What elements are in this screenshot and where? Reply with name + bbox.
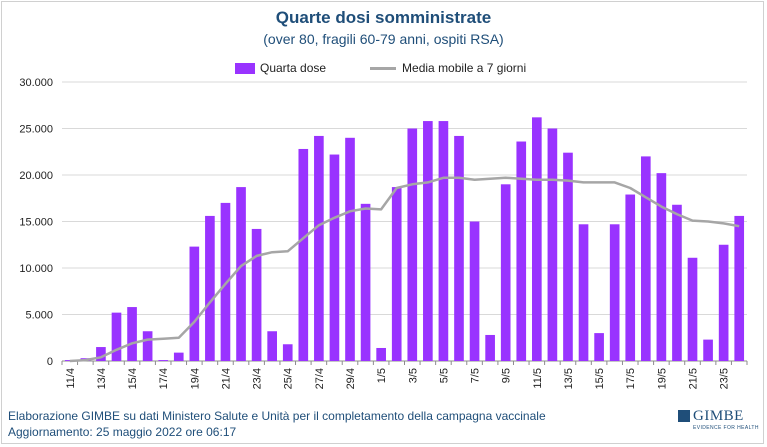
- bar: [267, 331, 277, 361]
- chart-legend: Quarta dose Media mobile a 7 giorni: [235, 61, 570, 75]
- bar: [111, 312, 122, 361]
- bar: [360, 203, 371, 361]
- x-tick-label: 3/5: [407, 368, 419, 383]
- x-tick-label: 15/4: [127, 368, 139, 389]
- x-tick-label: 7/5: [470, 368, 482, 383]
- logo-mark-icon: [678, 410, 690, 422]
- bar: [282, 344, 293, 361]
- bar: [718, 244, 729, 361]
- logo-tagline: EVIDENCE FOR HEALTH: [693, 425, 759, 431]
- bar: [703, 339, 713, 361]
- bar: [578, 224, 589, 361]
- bar: [656, 173, 667, 361]
- y-tick-label: 20.000: [19, 170, 53, 182]
- bar: [734, 215, 745, 361]
- bar: [407, 128, 418, 361]
- legend-swatch-bar: [235, 62, 255, 74]
- bar: [500, 184, 511, 361]
- bar: [547, 128, 558, 361]
- bar: [423, 121, 433, 361]
- bar: [640, 156, 651, 361]
- x-tick-label: 13/4: [96, 368, 108, 389]
- bar: [672, 204, 682, 361]
- y-tick-label: 15.000: [19, 217, 53, 229]
- chart-title: Quarte dosi somministrate: [275, 8, 492, 27]
- x-tick-label: 23/5: [719, 368, 731, 389]
- x-tick-label: 9/5: [501, 368, 513, 383]
- bar: [454, 135, 464, 361]
- bar: [329, 154, 340, 361]
- x-tick-label: 1/5: [376, 368, 388, 383]
- x-tick-label: 21/5: [688, 368, 700, 389]
- legend-swatch-line: [370, 66, 397, 70]
- update-note: Aggiornamento: 25 maggio 2022 ore 06:17: [8, 425, 237, 439]
- bar: [158, 360, 169, 361]
- bar: [469, 221, 480, 361]
- x-tick-label: 5/5: [438, 368, 450, 383]
- bar: [251, 228, 262, 361]
- bar: [532, 117, 542, 361]
- bar: [127, 307, 137, 361]
- y-tick-label: 25.000: [19, 124, 53, 136]
- legend-label-line: Media mobile a 7 giorni: [402, 61, 527, 75]
- x-tick-label: 25/4: [283, 368, 295, 389]
- legend-item-line: Media mobile a 7 giorni: [370, 61, 526, 75]
- x-tick-label: 17/5: [625, 368, 637, 389]
- bar: [376, 347, 386, 361]
- legend-item-bars: Quarta dose: [235, 61, 326, 75]
- x-tick-label: 21/4: [220, 368, 232, 389]
- y-tick-label: 5.000: [25, 310, 53, 322]
- bar: [516, 141, 527, 361]
- x-tick-label: 29/4: [345, 368, 357, 389]
- bar: [189, 246, 200, 361]
- bar: [236, 187, 246, 361]
- bar: [142, 331, 153, 361]
- x-tick-label: 17/4: [158, 368, 170, 389]
- logo-name: GIMBE: [693, 408, 744, 424]
- y-tick-label: 0: [47, 356, 53, 368]
- bar: [687, 257, 698, 361]
- chart-subtitle: (over 80, fragili 60-79 anni, ospiti RSA…: [263, 31, 504, 47]
- bar: [314, 135, 324, 361]
- x-tick-label: 15/5: [594, 368, 606, 389]
- bar: [594, 333, 604, 361]
- bar: [563, 152, 573, 361]
- moving-average-line: [69, 176, 740, 363]
- x-tick-label: 27/4: [314, 368, 326, 389]
- bar: [96, 347, 106, 361]
- bar: [345, 137, 355, 361]
- bar: [625, 194, 636, 361]
- source-note: Elaborazione GIMBE su dati Ministero Sal…: [8, 409, 546, 423]
- legend-label-bars: Quarta dose: [260, 61, 327, 75]
- bar: [391, 187, 402, 361]
- x-tick-label: 11/5: [532, 368, 544, 389]
- bar: [298, 148, 309, 361]
- y-tick-label: 30.000: [19, 77, 53, 89]
- gimbe-logo: GIMBE EVIDENCE FOR HEALTH: [678, 408, 762, 435]
- bar: [609, 224, 620, 361]
- x-tick-label: 19/4: [189, 368, 201, 389]
- x-tick-label: 13/5: [563, 368, 575, 389]
- x-tick-label: 23/4: [252, 368, 264, 389]
- x-tick-label: 19/5: [656, 368, 668, 389]
- y-tick-label: 10.000: [19, 263, 53, 275]
- x-tick-label: 11/4: [65, 368, 77, 389]
- bar: [173, 352, 184, 361]
- bar: [485, 334, 495, 361]
- bar: [205, 215, 215, 361]
- bar: [438, 121, 449, 361]
